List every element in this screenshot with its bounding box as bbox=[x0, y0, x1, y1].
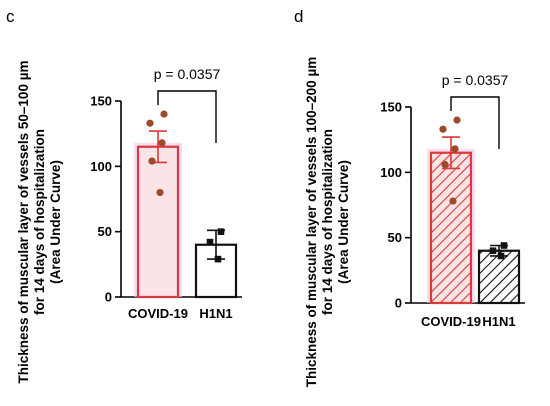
panel-letter: c bbox=[6, 7, 15, 26]
data-point bbox=[217, 228, 225, 235]
y-tick-label: 100 bbox=[90, 159, 112, 174]
y-tick-label: 50 bbox=[388, 230, 402, 245]
data-point bbox=[156, 188, 164, 197]
data-point bbox=[451, 145, 459, 153]
data-point bbox=[489, 247, 497, 255]
y-axis-title-line-1: Thickness of muscular layer of vessels 1… bbox=[304, 57, 319, 387]
plot-area: 0 50 100 150 COVID-19 H1N1 p = 0.0357 bbox=[90, 66, 242, 321]
significance-bracket bbox=[450, 96, 500, 149]
y-tick-label: 100 bbox=[380, 165, 402, 180]
data-point bbox=[449, 197, 457, 205]
panel-c: c Thickness of muscular layer of vessels… bbox=[6, 7, 242, 383]
x-tick-label: COVID-19 bbox=[421, 314, 481, 329]
p-value-annotation: p = 0.0357 bbox=[442, 72, 509, 88]
data-point bbox=[214, 255, 222, 263]
data-point bbox=[497, 252, 505, 260]
data-point bbox=[206, 238, 214, 246]
y-axis-title-line-2: for 14 days of hospitalization bbox=[32, 129, 47, 315]
bar bbox=[136, 145, 180, 299]
y-axis-title-line-3: (Area Under Curve) bbox=[336, 160, 351, 284]
data-point bbox=[160, 110, 168, 118]
y-axis-title-line-2: for 14 days of hospitalization bbox=[320, 129, 335, 315]
y-tick-label: 0 bbox=[105, 290, 112, 305]
bar bbox=[429, 151, 473, 305]
panel-d: d Thickness of muscular layer of vessels… bbox=[294, 7, 525, 387]
y-tick-label: 150 bbox=[380, 100, 402, 115]
y-axis-title: Thickness of muscular layer of vessels 5… bbox=[16, 61, 63, 384]
y-axis-title-line-3: (Area Under Curve) bbox=[48, 160, 63, 284]
data-point bbox=[158, 139, 166, 147]
y-tick-label: 150 bbox=[90, 94, 112, 109]
y-axis-title: Thickness of muscular layer of vessels 1… bbox=[304, 57, 351, 387]
x-tick-label: COVID-19 bbox=[128, 306, 188, 321]
data-point bbox=[148, 157, 156, 165]
data-point bbox=[453, 116, 461, 124]
significance-bracket bbox=[157, 90, 217, 143]
y-tick-label: 0 bbox=[395, 296, 402, 311]
y-axis-title-line-1: Thickness of muscular layer of vessels 5… bbox=[16, 61, 31, 384]
x-tick-label: H1N1 bbox=[199, 306, 232, 321]
data-point bbox=[146, 119, 154, 127]
p-value-annotation: p = 0.0357 bbox=[154, 66, 221, 82]
data-point bbox=[500, 242, 508, 249]
bar bbox=[477, 249, 521, 305]
data-point bbox=[441, 160, 449, 169]
plot-area: 0 50 100 150 COVID-19 H1N1 p = 0.0357 bbox=[380, 72, 525, 329]
x-tick-label: H1N1 bbox=[482, 314, 515, 329]
y-tick-label: 50 bbox=[98, 224, 112, 239]
panel-letter: d bbox=[294, 7, 303, 26]
data-point bbox=[439, 125, 447, 133]
